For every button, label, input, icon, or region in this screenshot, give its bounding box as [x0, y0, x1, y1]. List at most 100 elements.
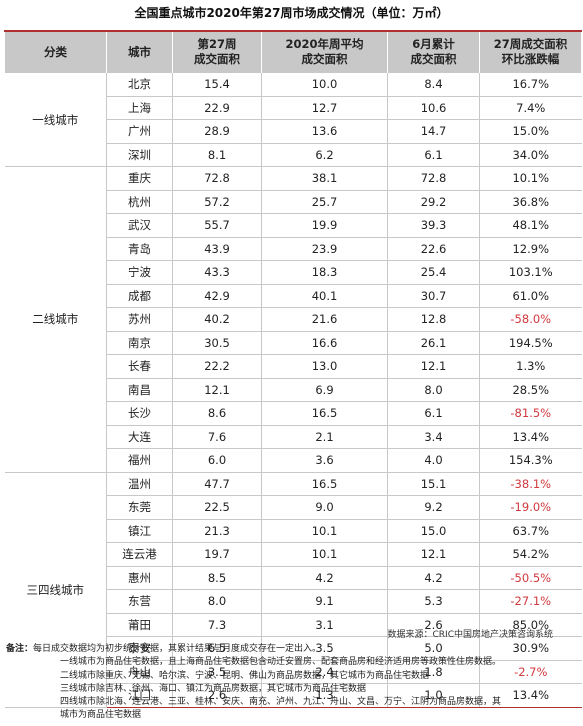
june-cum-cell: 39.3 — [387, 213, 480, 238]
city-cell: 镇江 — [106, 518, 173, 543]
weekly-avg-cell: 18.3 — [261, 260, 388, 285]
weekly-avg-cell: 21.6 — [261, 307, 388, 332]
note-line: 二线城市除重庆、无锡、哈尔滨、宁波、昆明、佛山为商品房数据，其它城市为商品住宅数… — [60, 670, 430, 681]
table-row: 长春 22.2 13.0 12.1 1.3% — [5, 354, 582, 379]
june-cum-cell: 8.0 — [387, 377, 480, 402]
june-cum-cell: 10.6 — [387, 95, 480, 120]
city-cell: 杭州 — [106, 189, 173, 214]
june-cum-cell: 25.4 — [387, 260, 480, 285]
city-cell: 连云港 — [106, 542, 173, 567]
city-cell: 宁波 — [106, 260, 173, 285]
note-line: 四线城市除北海、连云港、三亚、桂林、安庆、南充、泸州、九江、舟山、文昌、万宁、江… — [60, 697, 502, 708]
data-source: 数据来源：CRIC中国房地产决策咨询系统 — [387, 630, 553, 640]
note-line: 三线城市除吉林、徐州、海口、镇江为商品房数据，其它城市为商品住宅数据 — [60, 683, 367, 694]
week27-cell: 47.7 — [172, 471, 262, 496]
city-cell: 重庆 — [106, 166, 173, 191]
change-cell: 1.3% — [479, 354, 582, 379]
note-line: 城市为商品住宅数据 — [60, 710, 142, 721]
june-cum-cell: 12.1 — [387, 542, 480, 567]
city-cell: 南昌 — [106, 377, 173, 402]
weekly-avg-cell: 40.1 — [261, 283, 388, 308]
header-weekly-avg: 2020年周平均 成交面积 — [261, 31, 388, 73]
weekly-avg-cell: 9.1 — [261, 589, 388, 614]
change-cell: 36.8% — [479, 189, 582, 214]
header-change: 27周成交面积 环比涨跌幅 — [479, 31, 582, 73]
change-cell: -81.5% — [479, 401, 582, 426]
weekly-avg-cell: 38.1 — [261, 166, 388, 191]
weekly-avg-cell: 10.1 — [261, 542, 388, 567]
page-title: 全国重点城市2020年第27周市场成交情况（单位：万㎡） — [134, 6, 449, 20]
june-cum-cell: 14.7 — [387, 119, 480, 144]
week27-cell: 6.5 — [172, 636, 262, 661]
week27-cell: 28.9 — [172, 119, 262, 144]
city-cell: 舟山 — [106, 659, 173, 684]
june-cum-cell: 5.3 — [387, 589, 480, 614]
header-june-cum: 6月累计 成交面积 — [387, 31, 480, 73]
change-cell: -50.5% — [479, 565, 582, 590]
notes: 备注：每日成交数据均为初步统计数据，其累计结果与月度成交存在一定出入。 一线城市… — [6, 643, 580, 723]
june-cum-cell: 4.0 — [387, 448, 480, 473]
table-row: 南昌 12.1 6.9 8.0 28.5% — [5, 377, 582, 402]
week27-cell: 8.1 — [172, 142, 262, 167]
june-cum-cell: 26.1 — [387, 330, 480, 355]
week27-cell: 8.5 — [172, 565, 262, 590]
change-cell: 13.4% — [479, 424, 582, 449]
table-row: 南京 30.5 16.6 26.1 194.5% — [5, 330, 582, 355]
table-row: 长沙 8.6 16.5 6.1 -81.5% — [5, 401, 582, 426]
city-cell: 广州 — [106, 119, 173, 144]
june-cum-cell: 72.8 — [387, 166, 480, 191]
category-cell: 三四线城市 — [4, 471, 107, 708]
weekly-avg-cell: 9.0 — [261, 495, 388, 520]
city-cell: 温州 — [106, 471, 173, 496]
weekly-avg-cell: 16.5 — [261, 471, 388, 496]
june-cum-cell: 15.0 — [387, 518, 480, 543]
weekly-avg-cell: 1.3 — [261, 683, 388, 708]
category-cell: 一线城市 — [4, 72, 107, 167]
week27-cell: 57.2 — [172, 189, 262, 214]
city-cell: 惠州 — [106, 565, 173, 590]
week27-cell: 43.3 — [172, 260, 262, 285]
change-cell: -19.0% — [479, 495, 582, 520]
city-cell: 苏州 — [106, 307, 173, 332]
june-cum-cell: 12.8 — [387, 307, 480, 332]
june-cum-cell: 30.7 — [387, 283, 480, 308]
week27-cell: 15.4 — [172, 72, 262, 97]
change-cell: 10.1% — [479, 166, 582, 191]
category-cell: 二线城市 — [4, 166, 107, 473]
change-cell: 48.1% — [479, 213, 582, 238]
header-row: 分类 城市 第27周 成交面积 2020年周平均 成交面积 6月累计 成交面积 27周… — [4, 31, 582, 73]
table-body: 一线城市 北京 15.4 10.0 8.4 16.7% 上海 22.9 12.7 10.6 7.4%… — [4, 72, 582, 708]
city-cell: 莆田 — [106, 612, 173, 637]
change-cell: 154.3% — [479, 448, 582, 473]
city-cell: 大连 — [106, 424, 173, 449]
weekly-avg-cell: 13.0 — [261, 354, 388, 379]
table-row: 福州 6.0 3.6 4.0 154.3% — [5, 448, 582, 473]
weekly-avg-cell: 25.7 — [261, 189, 388, 214]
table-row: 东莞 22.5 9.0 9.2 -19.0% — [5, 495, 582, 520]
weekly-avg-cell: 23.9 — [261, 236, 388, 261]
week27-cell: 22.9 — [172, 95, 262, 120]
week27-cell: 7.6 — [172, 424, 262, 449]
city-cell: 江门 — [106, 683, 173, 708]
table-row: 三四线城市 温州 47.7 16.5 15.1 -38.1% — [4, 471, 582, 708]
change-cell: 16.7% — [479, 72, 582, 97]
june-cum-cell: 29.2 — [387, 189, 480, 214]
week27-cell: 6.0 — [172, 448, 262, 473]
table-row: 广州 28.9 13.6 14.7 15.0% — [5, 119, 582, 144]
weekly-avg-cell: 10.0 — [261, 72, 388, 97]
change-cell: 103.1% — [479, 260, 582, 285]
table-row: 宁波 43.3 18.3 25.4 103.1% — [5, 260, 582, 285]
city-cell: 上海 — [106, 95, 173, 120]
week27-cell: 19.7 — [172, 542, 262, 567]
weekly-avg-cell: 6.9 — [261, 377, 388, 402]
week27-cell: 8.6 — [172, 401, 262, 426]
weekly-avg-cell: 16.6 — [261, 330, 388, 355]
june-cum-cell: 1.0 — [387, 683, 480, 708]
change-cell: 54.2% — [479, 542, 582, 567]
june-cum-cell: 2.6 — [387, 612, 480, 637]
change-cell: 7.4% — [479, 95, 582, 120]
change-cell: 15.0% — [479, 119, 582, 144]
table-row: 苏州 40.2 21.6 12.8 -58.0% — [5, 307, 582, 332]
june-cum-cell: 6.1 — [387, 142, 480, 167]
june-cum-cell: 6.1 — [387, 401, 480, 426]
